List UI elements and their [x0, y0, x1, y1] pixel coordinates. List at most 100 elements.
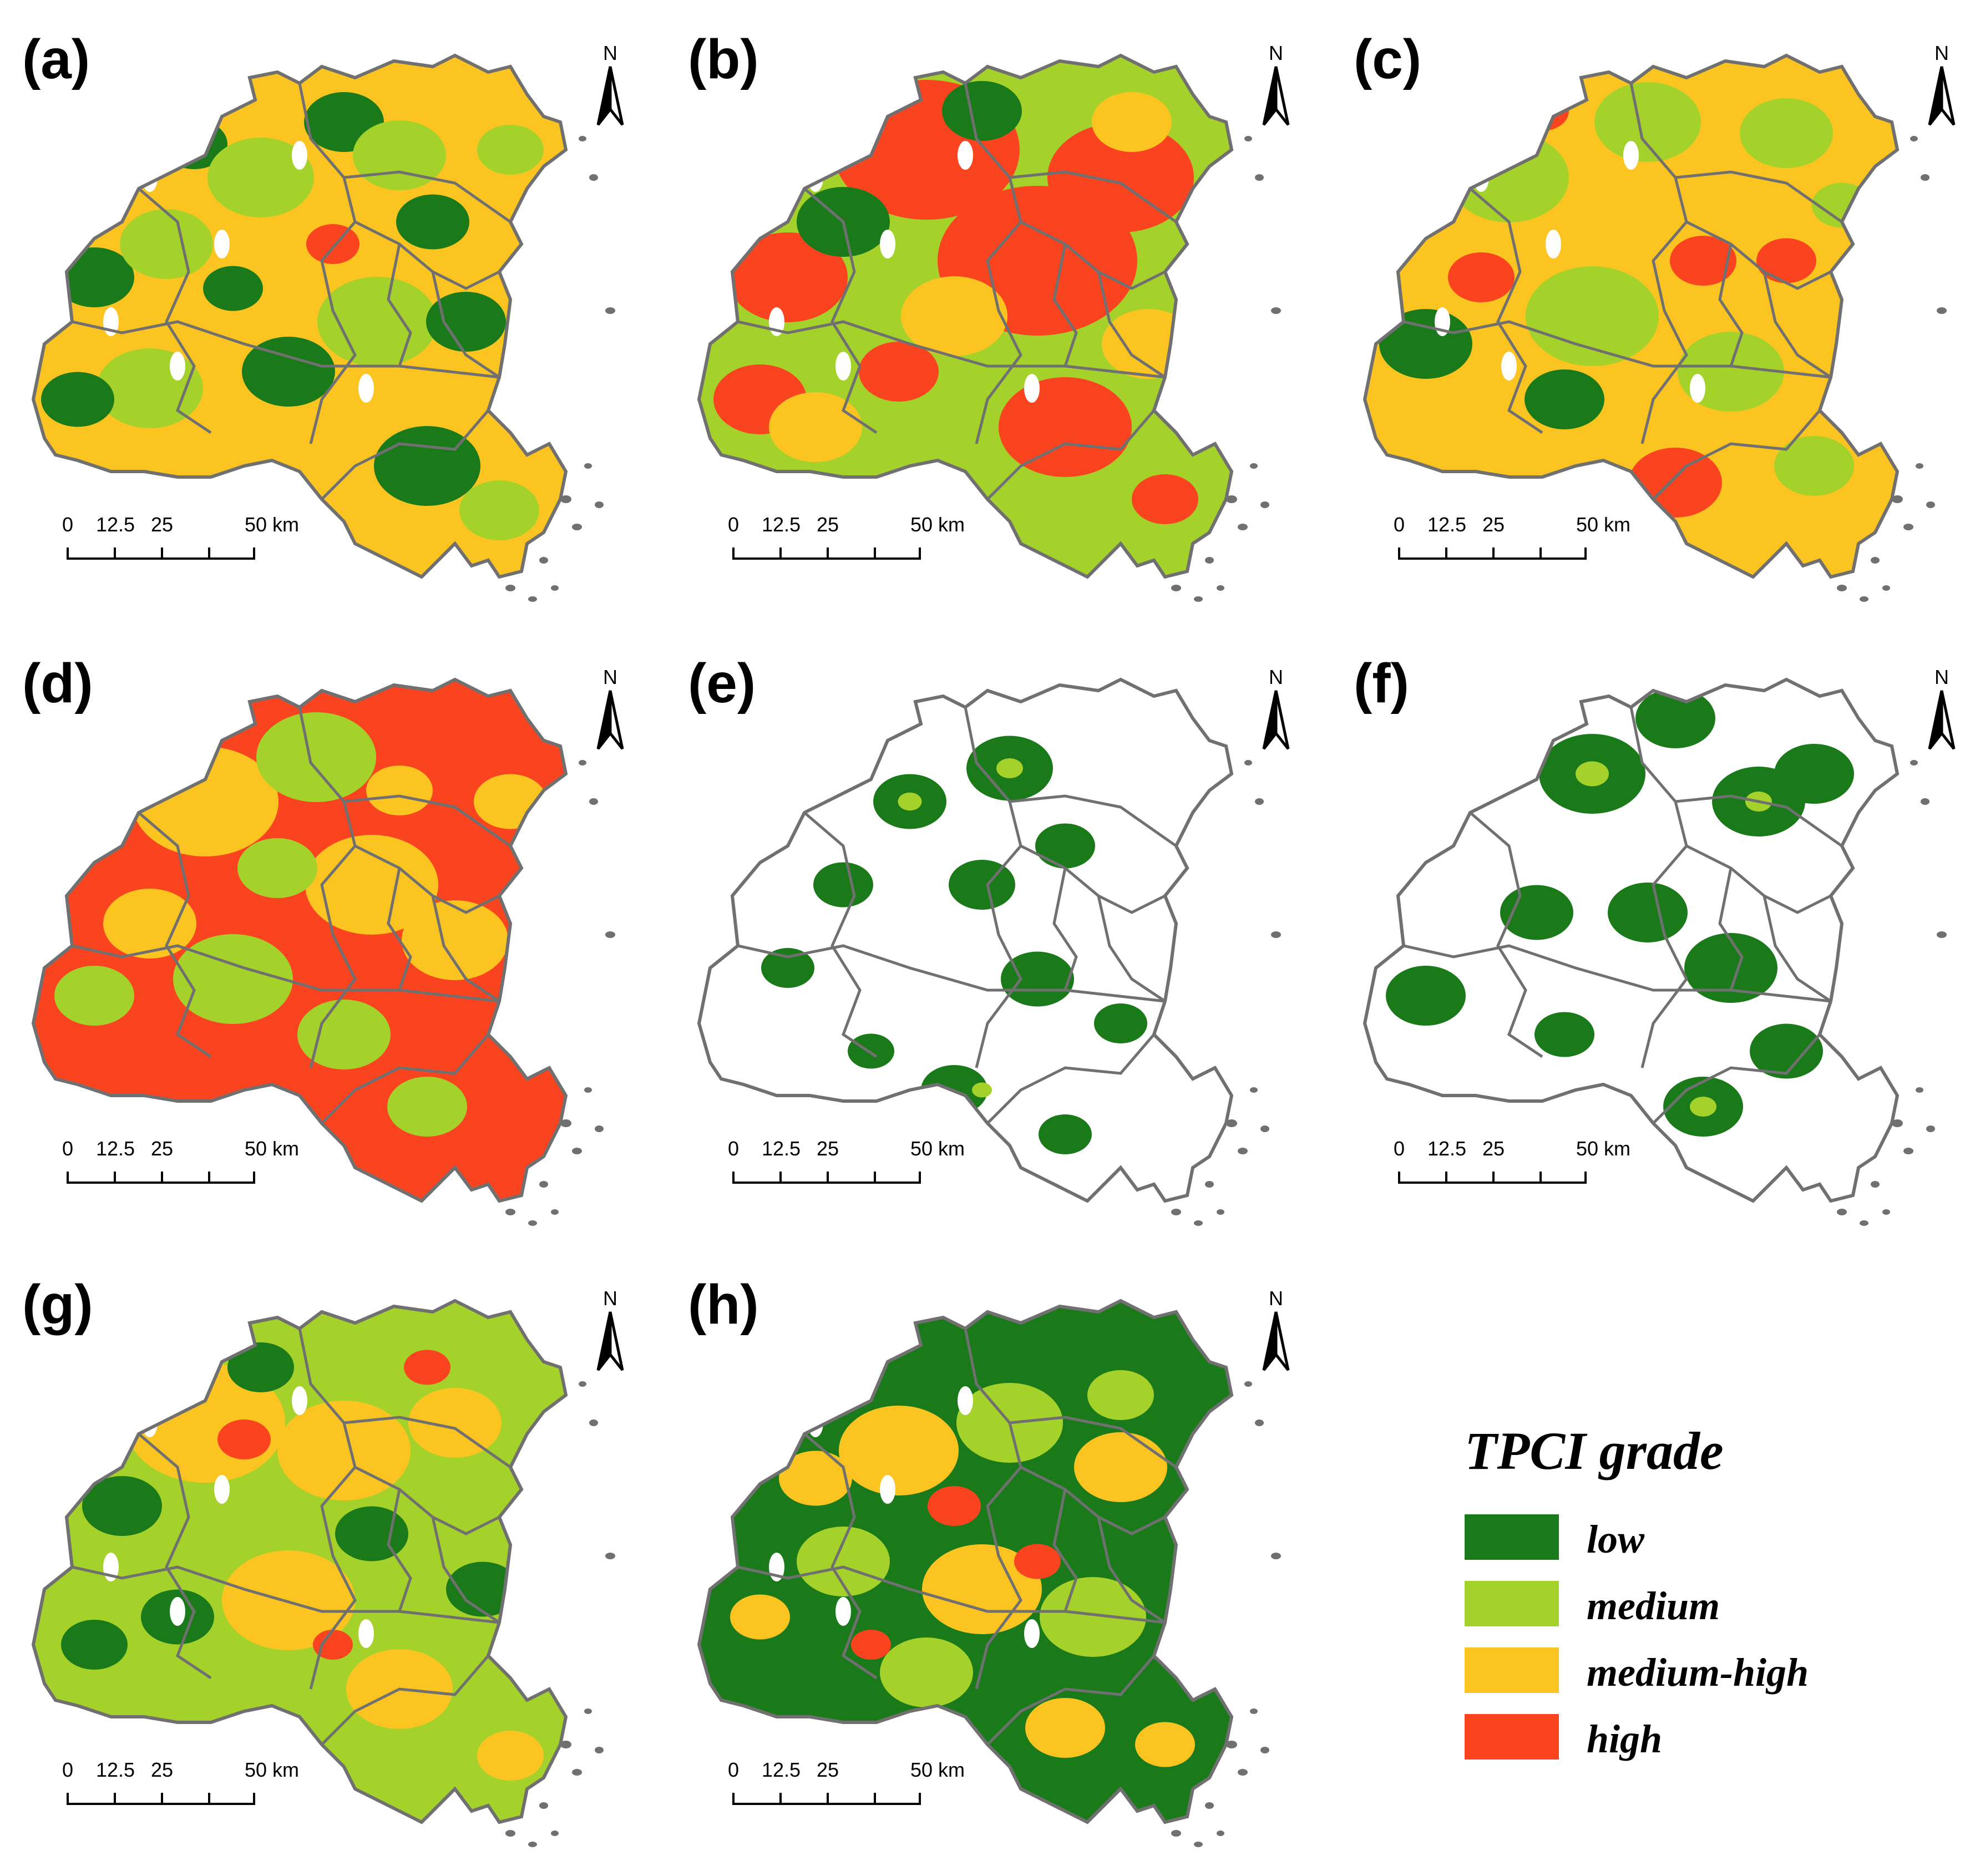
island [584, 1087, 592, 1093]
grade-patch [1684, 933, 1777, 1003]
north-arrow-icon: N [1920, 42, 1964, 136]
scale-label: 0 [727, 1137, 740, 1160]
island [560, 1119, 571, 1127]
island [1910, 760, 1918, 765]
district-boundary [431, 271, 500, 379]
scale-bar: 0 12.5 25 50 km [728, 513, 965, 585]
grade-patch [1039, 1114, 1092, 1154]
district-boundary [1097, 271, 1166, 379]
legend-label: low [1587, 1517, 1645, 1561]
grade-patch [54, 966, 134, 1026]
grade-patch [207, 138, 314, 217]
map-panel-h: (h) N 0 12.5 25 50 km [677, 1256, 1331, 1872]
district-boundary [1675, 170, 1843, 224]
district-boundary [1652, 1033, 1821, 1124]
island [572, 1148, 582, 1154]
grade-patch [103, 889, 196, 959]
legend-swatch [1465, 1581, 1559, 1626]
island [1926, 501, 1935, 508]
scale-bar: 0 12.5 25 50 km [62, 513, 299, 585]
north-arrow-icon: N [588, 666, 632, 760]
island [528, 1220, 537, 1226]
island [1244, 136, 1252, 141]
island [1916, 463, 1923, 469]
grade-patch [256, 712, 376, 802]
grade-patch [761, 948, 814, 988]
grade-patch [1379, 309, 1472, 379]
no-data-gap [214, 230, 230, 258]
map-panel-c: (c) N 0 12.5 25 50 km [1343, 11, 1965, 627]
grade-patch [730, 1594, 790, 1640]
district-boundary [1097, 1517, 1166, 1624]
grade-patch [928, 1486, 981, 1526]
grade-patch [317, 277, 437, 367]
district-boundary [1718, 868, 1744, 991]
no-data-gap [958, 141, 973, 170]
district-boundary [1009, 794, 1177, 848]
grade-patch [1035, 823, 1095, 869]
grade-patch [1525, 369, 1604, 429]
grade-patch [813, 862, 873, 907]
grade-patch [1074, 1432, 1167, 1502]
grade-patch [1774, 436, 1854, 496]
region-map [697, 677, 1281, 1226]
scale-label: 25 [1482, 1137, 1505, 1160]
district-boundary [343, 170, 511, 224]
island [539, 1181, 548, 1188]
grade-patch [1774, 744, 1854, 804]
scale-label: 50 km [244, 1137, 300, 1160]
grade-patch [408, 1388, 502, 1458]
scale-bar: 0 12.5 25 50 km [728, 1758, 965, 1831]
grade-patch [305, 835, 438, 935]
scale-label: 25 [150, 1758, 174, 1781]
region-map [1363, 677, 1947, 1226]
island [579, 136, 586, 141]
island [1871, 557, 1880, 564]
map-panel-b: (b) N 0 12.5 25 50 km [677, 11, 1331, 627]
scale-label: 0 [62, 513, 74, 536]
district-boundary [321, 1033, 489, 1124]
legend-swatch [1465, 1714, 1559, 1760]
grade-patch [972, 1082, 992, 1098]
island [1860, 1220, 1868, 1226]
island [1903, 524, 1913, 530]
island [1194, 1842, 1203, 1847]
no-data-gap [1690, 374, 1705, 403]
island [579, 1381, 586, 1387]
grade-patch [898, 792, 922, 811]
island [1921, 798, 1929, 805]
legend-item: medium-high [1465, 1647, 1953, 1697]
grade-patch [1087, 1370, 1154, 1420]
legend-item: low [1465, 1514, 1953, 1564]
district-boundary [1469, 812, 1543, 1058]
district-boundary [1652, 409, 1821, 500]
map-panel-e: (e) N 0 12.5 25 50 km [677, 635, 1331, 1251]
district-boundary [986, 409, 1155, 500]
no-data-gap [835, 1597, 851, 1626]
grade-patch [61, 1620, 128, 1670]
scale-label: 0 [62, 1137, 74, 1160]
north-arrow-icon: N [588, 1287, 632, 1381]
grade-patch [1635, 688, 1715, 748]
island [1260, 1125, 1269, 1132]
grade-patch [396, 194, 469, 250]
region-outline [697, 677, 1234, 1203]
north-arrow-icon: N [588, 42, 632, 136]
island [605, 307, 615, 314]
district-boundary [1718, 244, 1744, 367]
district-boundary [387, 868, 412, 991]
grade-patch [1047, 123, 1194, 232]
grade-patch [313, 1630, 353, 1660]
region-outline [31, 53, 568, 579]
panel-label: (a) [22, 28, 90, 90]
scale-label: 50 km [1576, 1137, 1631, 1160]
region-map [697, 1299, 1281, 1847]
grade-patch [779, 1451, 852, 1506]
grade-patch [277, 1401, 411, 1500]
no-data-gap [958, 1386, 973, 1415]
island [595, 1125, 604, 1132]
no-data-gap [1546, 230, 1561, 258]
island [605, 931, 615, 938]
district-boundary [803, 187, 878, 434]
grade-patch [366, 765, 433, 815]
